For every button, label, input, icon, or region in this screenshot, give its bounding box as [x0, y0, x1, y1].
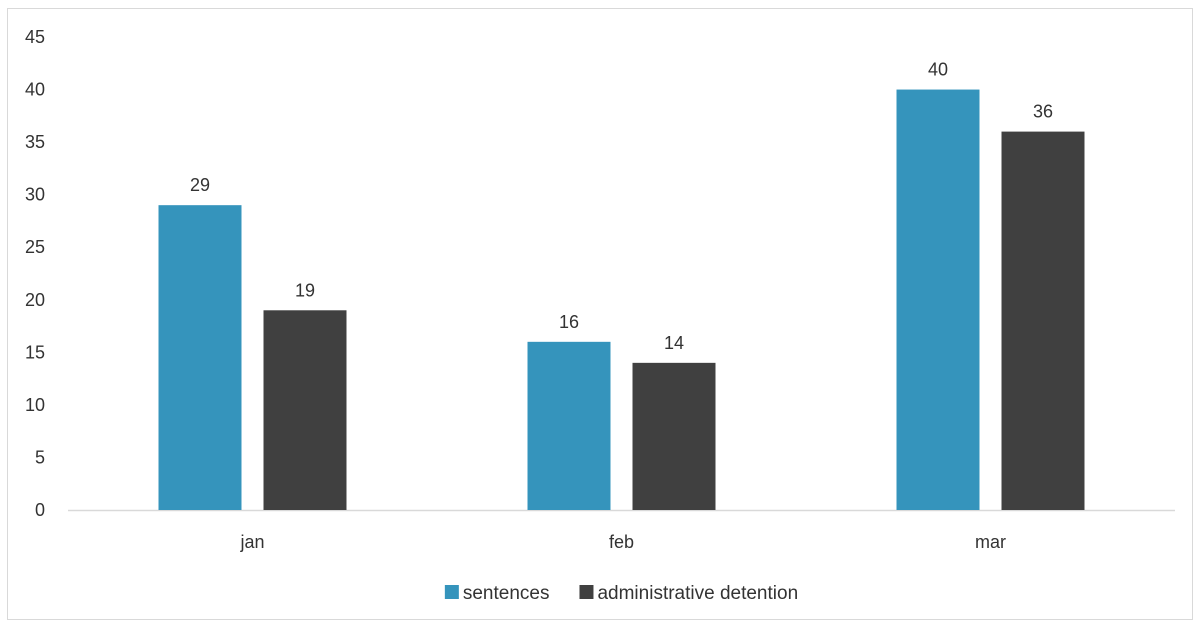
data-label: 36 [1033, 102, 1053, 122]
data-label: 19 [295, 280, 315, 300]
y-tick-label: 30 [25, 185, 45, 205]
data-label: 16 [559, 312, 579, 332]
bar-sentences-jan [158, 205, 242, 510]
legend-swatch [579, 585, 594, 599]
y-tick-label: 20 [25, 290, 45, 310]
data-label: 14 [664, 333, 684, 353]
bar-administrative-detention-jan [263, 310, 347, 510]
y-axis: 0 5 10 15 20 25 30 35 40 45 [25, 27, 45, 520]
x-category-label: jan [239, 532, 264, 552]
legend-label: administrative detention [597, 583, 798, 604]
y-tick-label: 10 [25, 395, 45, 415]
y-tick-label: 25 [25, 237, 45, 257]
y-tick-label: 0 [35, 500, 45, 520]
y-tick-label: 40 [25, 80, 45, 100]
data-label: 40 [928, 60, 948, 80]
x-axis: jan feb mar [68, 509, 1175, 552]
bar-sentences-feb [527, 341, 611, 510]
bar-sentences-mar [896, 89, 980, 511]
data-label: 29 [190, 175, 210, 195]
y-tick-label: 35 [25, 132, 45, 152]
legend: sentences administrative detention [444, 583, 798, 604]
x-category-label: mar [975, 532, 1006, 552]
y-tick-label: 15 [25, 342, 45, 362]
legend-swatch [444, 585, 459, 599]
bar-administrative-detention-mar [1001, 131, 1085, 510]
y-tick-label: 5 [35, 447, 45, 467]
bar-administrative-detention-feb [632, 362, 716, 510]
bars [158, 89, 1085, 511]
x-category-label: feb [609, 532, 634, 552]
y-tick-label: 45 [25, 27, 45, 47]
legend-label: sentences [463, 583, 550, 604]
data-labels: 29 19 16 14 40 36 [190, 60, 1053, 353]
